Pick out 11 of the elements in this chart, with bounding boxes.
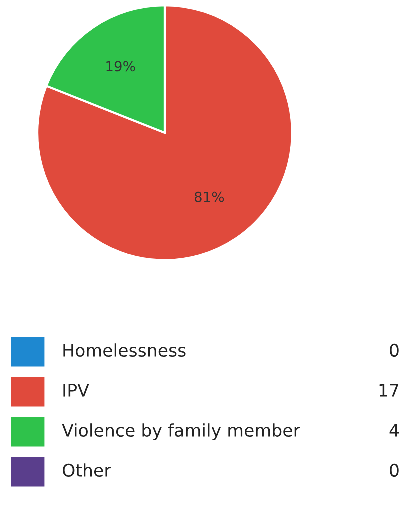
text: 0 xyxy=(390,464,399,478)
data-label: 19% xyxy=(106,61,136,72)
text: 0 xyxy=(390,344,399,358)
text: 17 xyxy=(380,384,399,397)
data-label: 81% xyxy=(194,192,224,202)
legend-label: Homelessness xyxy=(64,344,186,358)
text: 4 xyxy=(390,424,400,437)
legend-label: Violence by family member xyxy=(62,424,300,440)
legend-label: Other xyxy=(62,464,112,478)
pie-slice xyxy=(36,4,294,262)
legend-label: IPV xyxy=(64,384,90,397)
